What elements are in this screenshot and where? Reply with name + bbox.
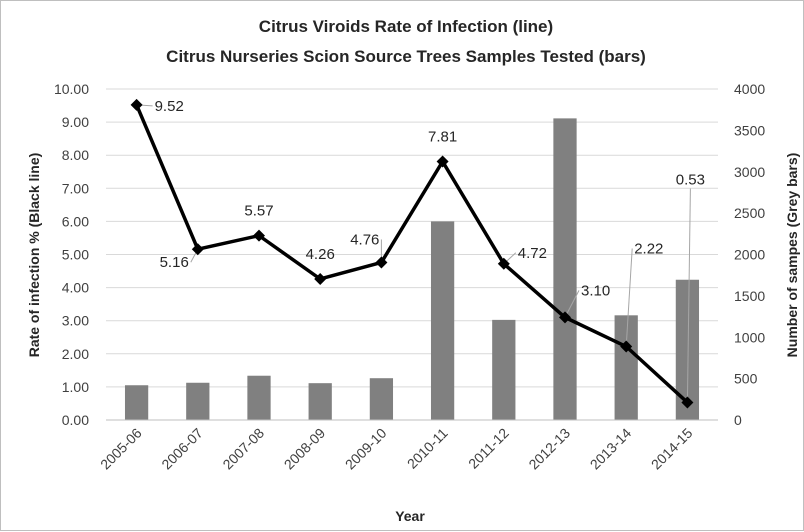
- y-tick-label-right: 2500: [734, 205, 765, 221]
- x-tick-label: 2005-06: [97, 425, 145, 473]
- y-tick-label-right: 3500: [734, 122, 765, 138]
- bar: [247, 376, 270, 420]
- line-point: [131, 99, 143, 111]
- bar: [553, 118, 576, 420]
- y-tick-label-right: 3000: [734, 164, 765, 180]
- bar: [492, 320, 515, 420]
- data-label: 4.26: [306, 246, 335, 263]
- y-tick-label-right: 1000: [734, 329, 765, 345]
- y-tick-label-left: 3.00: [62, 313, 89, 329]
- line-point: [192, 243, 204, 255]
- y-tick-label-left: 5.00: [62, 247, 89, 263]
- y-tick-label-right: 4000: [734, 81, 765, 97]
- series-line: [137, 105, 688, 403]
- y-tick-label-right: 0: [734, 412, 742, 428]
- bar: [186, 383, 209, 420]
- x-tick-label: 2014-15: [648, 425, 696, 473]
- data-label: 5.57: [244, 203, 273, 220]
- y-tick-label-left: 1.00: [62, 379, 89, 395]
- y-tick-label-left: 0.00: [62, 412, 89, 428]
- y-axis-left-title: Rate of infection % (Black line): [26, 153, 42, 358]
- x-tick-label: 2009-10: [342, 425, 390, 473]
- data-label: 2.22: [634, 241, 663, 258]
- y-tick-label-left: 4.00: [62, 280, 89, 296]
- y-axis-right-title: Number of sampes (Grey bars): [784, 153, 800, 358]
- x-tick-label: 2006-07: [158, 425, 206, 473]
- data-label: 9.52: [155, 98, 184, 115]
- y-tick-label-left: 6.00: [62, 213, 89, 229]
- y-tick-label-left: 10.00: [54, 81, 89, 97]
- bar: [615, 315, 638, 420]
- line-series: [131, 99, 694, 409]
- leader-lines: [137, 105, 691, 403]
- x-axis-title: Year: [395, 508, 425, 524]
- x-tick-label: 2013-14: [587, 425, 635, 473]
- x-tick-label: 2011-12: [465, 425, 512, 472]
- bar: [125, 385, 148, 420]
- bar-series: [125, 118, 699, 420]
- bar: [431, 221, 454, 420]
- y-tick-label-left: 9.00: [62, 114, 89, 130]
- x-tick-label: 2012-13: [525, 425, 573, 473]
- data-labels: 9.52 5.16 5.57 4.26 4.76 7.81 4.72 3.10 2.22 0.53: [155, 98, 705, 300]
- data-label: 5.16: [160, 254, 189, 271]
- y-tick-label-right: 500: [734, 371, 758, 387]
- x-tick-label: 2007-08: [219, 425, 267, 473]
- y-tick-label-left: 8.00: [62, 147, 89, 163]
- x-axis-ticks: 2005-06 2006-07 2007-08 2008-09 2009-10 2010-…: [97, 425, 696, 473]
- bar: [309, 383, 332, 420]
- y-tick-label-right: 2000: [734, 247, 765, 263]
- y-axis-left-ticks: 0.00 1.00 2.00 3.00 4.00 5.00 6.00 7.00 8.00 9.00…: [54, 81, 89, 428]
- chart-subtitle: Citrus Nurseries Scion Source Trees Samp…: [166, 47, 646, 66]
- chart-title: Citrus Viroids Rate of Infection (line): [259, 17, 553, 36]
- x-tick-label: 2008-09: [281, 425, 329, 473]
- y-tick-label-left: 7.00: [62, 180, 89, 196]
- data-label: 7.81: [428, 128, 457, 145]
- x-tick-label: 2010-11: [404, 425, 451, 472]
- data-label: 4.72: [518, 245, 547, 262]
- data-label: 0.53: [676, 171, 705, 188]
- y-tick-label-right: 1500: [734, 288, 765, 304]
- bar: [370, 378, 393, 420]
- y-tick-label-left: 2.00: [62, 346, 89, 362]
- y-axis-right-ticks: 0 500 1000 1500 2000 2500 3000 3500 4000: [734, 81, 765, 428]
- data-label: 3.10: [581, 282, 610, 299]
- data-label: 4.76: [350, 231, 379, 248]
